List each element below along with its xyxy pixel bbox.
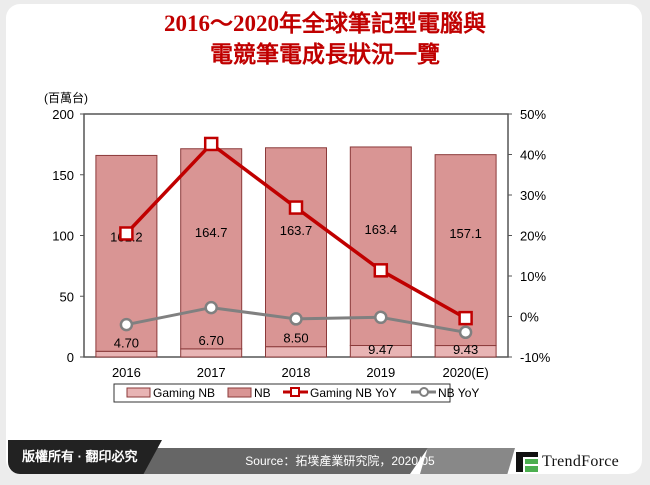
x-tick-label: 2019	[366, 365, 395, 380]
title-line-2: 電競筆電成長狀況一覽	[210, 42, 440, 67]
y2-tick-label: 50%	[520, 107, 546, 122]
bar-label-gaming-nb: 9.43	[453, 342, 478, 357]
x-tick-label: 2016	[112, 365, 141, 380]
legend-marker-nb-yoy	[419, 387, 429, 397]
bar-label-nb: 163.4	[365, 222, 398, 237]
bar-label-gaming-nb: 4.70	[114, 335, 139, 350]
y-tick-label: 150	[52, 168, 74, 183]
y2-tick-label: 30%	[520, 188, 546, 203]
y2-tick-label: 40%	[520, 148, 546, 163]
footer-band	[128, 448, 428, 474]
footer-band-right	[420, 448, 515, 474]
legend-swatch-nb	[227, 387, 252, 398]
y2-tick-label: -10%	[520, 350, 551, 365]
legend-swatch-gaming-nb	[126, 387, 151, 398]
bar-label-gaming-nb: 6.70	[199, 333, 224, 348]
x-tick-label: 2018	[282, 365, 311, 380]
nb-yoy-point	[119, 317, 134, 332]
copyright: 版權所有 · 翻印必究	[8, 440, 162, 474]
bar-gaming-nb	[265, 346, 327, 358]
nb-yoy-point	[458, 325, 473, 340]
y2-tick-label: 20%	[520, 229, 546, 244]
trendforce-logo-text: TrendForce	[542, 453, 620, 470]
y-tick-label: 200	[52, 107, 74, 122]
bar-label-nb: 157.1	[449, 226, 482, 241]
legend-label: NB YoY	[438, 386, 479, 400]
y-tick-label: 0	[67, 350, 74, 365]
footer: 版權所有 · 翻印必究 Source：拓墣產業研究院，2020/05 Trend…	[0, 440, 650, 474]
bar-label-nb: 163.7	[280, 223, 313, 238]
y2-tick-label: 10%	[520, 269, 546, 284]
y2-tick-label: 0%	[520, 310, 539, 325]
bar-label-gaming-nb: 9.47	[368, 342, 393, 357]
nb-yoy-point	[289, 312, 303, 326]
gaming-nb-yoy-point	[203, 136, 219, 152]
y-axis-label: (百萬台)	[44, 90, 88, 105]
gaming-nb-yoy-point	[288, 200, 304, 215]
bar-label-gaming-nb: 8.50	[283, 331, 308, 346]
x-tick-label: 2017	[197, 365, 226, 380]
gaming-nb-yoy-point	[373, 263, 389, 278]
chart: (百萬台) 0 50 100 150 200 -10% 0% 10% 20% 30% 40% 50% 16…	[44, 90, 551, 403]
legend	[113, 383, 451, 403]
legend-label: Gaming NB YoY	[310, 386, 397, 400]
trendforce-logo: TrendForce	[516, 450, 619, 474]
y-tick-label: 50	[60, 289, 74, 304]
bar-label-nb: 164.7	[195, 225, 228, 240]
y-tick-label: 100	[52, 229, 74, 244]
bar-gaming-nb	[95, 350, 158, 358]
title-line-1: 2016～2020年全球筆記型電腦與	[164, 11, 486, 36]
legend-label: Gaming NB	[153, 386, 215, 400]
bar-gaming-nb	[180, 348, 243, 358]
bar-nb	[180, 148, 243, 350]
nb-yoy-point	[374, 310, 388, 325]
legend-marker-gaming-nb-yoy	[290, 387, 300, 397]
legend-label: NB	[254, 386, 271, 400]
chart-title: 2016～2020年全球筆記型電腦與 電競筆電成長狀況一覽	[0, 8, 650, 70]
gaming-nb-yoy-point	[458, 310, 473, 326]
trendforce-logo-icon	[516, 452, 538, 472]
source-text: Source：拓墣產業研究院，2020/05	[245, 454, 435, 468]
gaming-nb-yoy-point	[119, 226, 134, 241]
nb-yoy-point	[204, 300, 218, 315]
x-tick-label: 2020(E)	[442, 365, 488, 380]
